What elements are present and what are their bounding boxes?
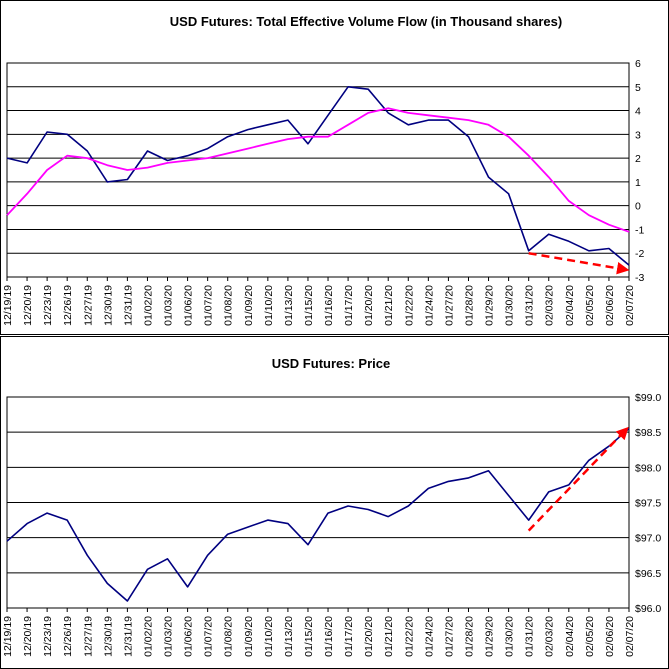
x-tick-label: 12/30/19 bbox=[102, 616, 114, 657]
y-tick-label: -3 bbox=[635, 272, 644, 284]
x-tick-label: 12/27/19 bbox=[82, 285, 94, 326]
x-tick-label: 01/27/20 bbox=[443, 616, 455, 657]
y-tick-label: $97.5 bbox=[635, 498, 661, 510]
x-tick-label: 12/23/19 bbox=[42, 616, 54, 657]
x-tick-label: 01/03/20 bbox=[163, 616, 175, 657]
y-tick-label: $97.0 bbox=[635, 533, 661, 545]
x-tick-label: 01/06/20 bbox=[183, 616, 195, 657]
x-tick-label: 01/29/20 bbox=[484, 285, 496, 326]
x-tick-label: 12/19/19 bbox=[2, 616, 14, 657]
x-tick-label: 02/04/20 bbox=[564, 616, 576, 657]
x-tick-label: 02/05/20 bbox=[584, 616, 596, 657]
y-tick-label: 1 bbox=[635, 177, 641, 189]
series-line bbox=[6, 107, 630, 233]
y-tick-label: 3 bbox=[635, 129, 641, 141]
x-tick-label: 12/30/19 bbox=[102, 285, 114, 326]
x-tick-label: 02/04/20 bbox=[564, 285, 576, 326]
y-tick-label: 0 bbox=[635, 201, 641, 213]
x-tick-label: 02/03/20 bbox=[544, 285, 556, 326]
x-tick-label: 12/31/19 bbox=[122, 285, 134, 326]
x-tick-label: 01/02/20 bbox=[142, 616, 154, 657]
x-tick-label: 01/08/20 bbox=[223, 616, 235, 657]
x-tick-label: 02/07/20 bbox=[624, 616, 636, 657]
x-tick-label: 01/09/20 bbox=[243, 616, 255, 657]
x-tick-label: 01/30/20 bbox=[504, 616, 516, 657]
x-tick-label: 01/16/20 bbox=[323, 285, 335, 326]
series-line bbox=[6, 428, 630, 602]
x-tick-label: 01/21/20 bbox=[383, 285, 395, 326]
x-tick-label: 01/06/20 bbox=[183, 285, 195, 326]
y-tick-label: $99.0 bbox=[635, 392, 661, 404]
volume-flow-panel: USD Futures: Total Effective Volume Flow… bbox=[0, 0, 669, 335]
x-tick-label: 01/10/20 bbox=[263, 285, 275, 326]
x-tick-label: 02/03/20 bbox=[544, 616, 556, 657]
x-tick-label: 01/22/20 bbox=[403, 616, 415, 657]
x-tick-label: 01/31/20 bbox=[524, 616, 536, 657]
x-tick-label: 12/26/19 bbox=[62, 285, 74, 326]
x-tick-label: 01/31/20 bbox=[524, 285, 536, 326]
series-line bbox=[6, 86, 630, 266]
y-tick-label: 5 bbox=[635, 82, 641, 94]
chart-title: USD Futures: Price bbox=[272, 356, 390, 371]
x-tick-label: 01/21/20 bbox=[383, 616, 395, 657]
x-tick-label: 01/28/20 bbox=[463, 285, 475, 326]
x-tick-label: 01/27/20 bbox=[443, 285, 455, 326]
y-tick-label: 4 bbox=[635, 106, 641, 118]
volume-flow-chart: USD Futures: Total Effective Volume Flow… bbox=[2, 14, 644, 326]
y-tick-label: $96.5 bbox=[635, 568, 661, 580]
x-tick-label: 01/29/20 bbox=[484, 616, 496, 657]
x-tick-label: 01/17/20 bbox=[343, 285, 355, 326]
x-tick-label: 01/07/20 bbox=[203, 616, 215, 657]
x-tick-label: 01/02/20 bbox=[142, 285, 154, 326]
x-tick-label: 02/06/20 bbox=[604, 285, 616, 326]
trend-arrow bbox=[528, 251, 630, 275]
x-tick-label: 01/09/20 bbox=[243, 285, 255, 326]
x-tick-label: 01/22/20 bbox=[403, 285, 415, 326]
y-tick-label: 6 bbox=[635, 58, 641, 70]
x-tick-label: 12/27/19 bbox=[82, 616, 94, 657]
price-chart: USD Futures: Price $96.0 $96.5 $97.0 $97.5 $… bbox=[2, 356, 661, 657]
x-tick-label: 02/05/20 bbox=[584, 285, 596, 326]
x-tick-label: 12/23/19 bbox=[42, 285, 54, 326]
y-tick-label: -2 bbox=[635, 248, 644, 260]
x-tick-label: 01/13/20 bbox=[283, 285, 295, 326]
x-tick-label: 01/07/20 bbox=[203, 285, 215, 326]
x-tick-label: 12/31/19 bbox=[122, 616, 134, 657]
trend-arrow bbox=[527, 426, 629, 532]
y-tick-label: $98.0 bbox=[635, 462, 661, 474]
x-tick-label: 01/13/20 bbox=[283, 616, 295, 657]
x-tick-label: 01/20/20 bbox=[363, 285, 375, 326]
x-tick-label: 12/26/19 bbox=[62, 616, 74, 657]
x-tick-label: 01/24/20 bbox=[423, 285, 435, 326]
x-tick-label: 12/20/19 bbox=[22, 285, 34, 326]
x-tick-label: 01/20/20 bbox=[363, 616, 375, 657]
x-tick-label: 01/15/20 bbox=[303, 285, 315, 326]
x-tick-label: 01/28/20 bbox=[463, 616, 475, 657]
x-tick-label: 01/03/20 bbox=[163, 285, 175, 326]
x-tick-label: 12/20/19 bbox=[22, 616, 34, 657]
x-tick-label: 01/15/20 bbox=[303, 616, 315, 657]
x-tick-label: 12/19/19 bbox=[2, 285, 14, 326]
chart-title: USD Futures: Total Effective Volume Flow… bbox=[170, 14, 562, 29]
x-tick-label: 02/07/20 bbox=[624, 285, 636, 326]
x-tick-label: 01/30/20 bbox=[504, 285, 516, 326]
y-tick-label: $98.5 bbox=[635, 427, 661, 439]
x-tick-label: 01/10/20 bbox=[263, 616, 275, 657]
y-tick-label: 2 bbox=[635, 153, 641, 165]
x-tick-label: 02/06/20 bbox=[604, 616, 616, 657]
x-tick-label: 01/16/20 bbox=[323, 616, 335, 657]
x-tick-label: 01/08/20 bbox=[223, 285, 235, 326]
y-tick-label: -1 bbox=[635, 224, 644, 236]
x-tick-label: 01/24/20 bbox=[423, 616, 435, 657]
y-tick-label: $96.0 bbox=[635, 603, 661, 615]
price-panel: USD Futures: Price $96.0 $96.5 $97.0 $97.5 $… bbox=[0, 336, 669, 669]
x-tick-label: 01/17/20 bbox=[343, 616, 355, 657]
